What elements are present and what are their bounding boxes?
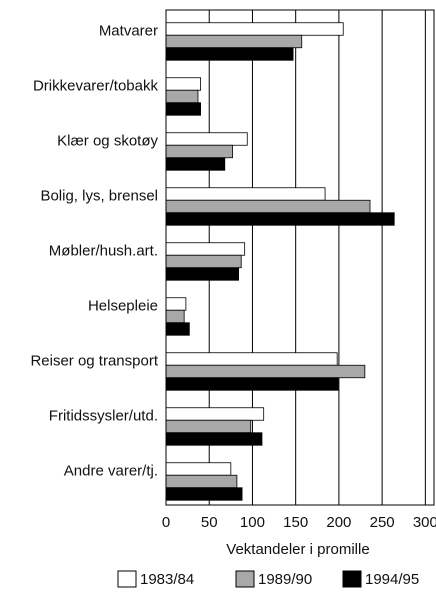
y-tick-label: Møbler/hush.art. (49, 242, 158, 259)
legend-swatch (342, 570, 362, 588)
legend-label: 1989/90 (258, 571, 312, 588)
legend-label: 1983/84 (140, 571, 194, 588)
y-tick-label: Fritidssysler/utd. (49, 407, 158, 424)
bar (165, 267, 240, 281)
bar (165, 34, 303, 49)
bar (165, 487, 243, 501)
bar (165, 47, 294, 61)
bar (165, 187, 326, 201)
legend-swatch (235, 570, 255, 588)
bar (165, 89, 199, 104)
bar (165, 322, 190, 336)
x-tick-label: 250 (370, 514, 395, 531)
bar (165, 352, 338, 366)
y-tick-label: Helsepleie (88, 297, 158, 314)
y-tick-label: Drikkevarer/tobakk (33, 77, 159, 94)
bar (165, 432, 263, 446)
bar (165, 407, 265, 421)
bar (165, 474, 238, 489)
bar (165, 199, 371, 214)
x-tick-label: 300 (413, 514, 436, 531)
bar (165, 77, 201, 91)
y-tick-label: Klær og skotøy (57, 132, 158, 149)
bar (165, 462, 232, 476)
y-tick-label: Bolig, lys, brensel (40, 187, 158, 204)
x-tick-label: 100 (240, 514, 265, 531)
x-axis-label: Vektandeler i promille (226, 541, 369, 558)
x-tick-label: 0 (162, 514, 170, 531)
bar (165, 132, 248, 146)
bar (165, 297, 187, 311)
bar (165, 377, 339, 391)
y-tick-label: Matvarer (99, 22, 158, 39)
x-tick-label: 50 (201, 514, 218, 531)
y-tick-label: Andre varer/tj. (64, 462, 158, 479)
bar (165, 212, 395, 226)
bar (165, 157, 226, 171)
legend-label: 1994/95 (365, 571, 419, 588)
x-tick-label: 200 (326, 514, 351, 531)
bar (165, 102, 201, 116)
bar (165, 242, 246, 256)
x-tick-label: 150 (283, 514, 308, 531)
bar (165, 22, 344, 36)
bar (165, 309, 185, 324)
bar (165, 254, 242, 269)
plot-frame (165, 9, 435, 506)
bar (165, 364, 366, 379)
y-tick-label: Reiser og transport (30, 352, 158, 369)
bar (165, 144, 233, 159)
legend-swatch (117, 570, 137, 588)
bar (165, 419, 252, 434)
